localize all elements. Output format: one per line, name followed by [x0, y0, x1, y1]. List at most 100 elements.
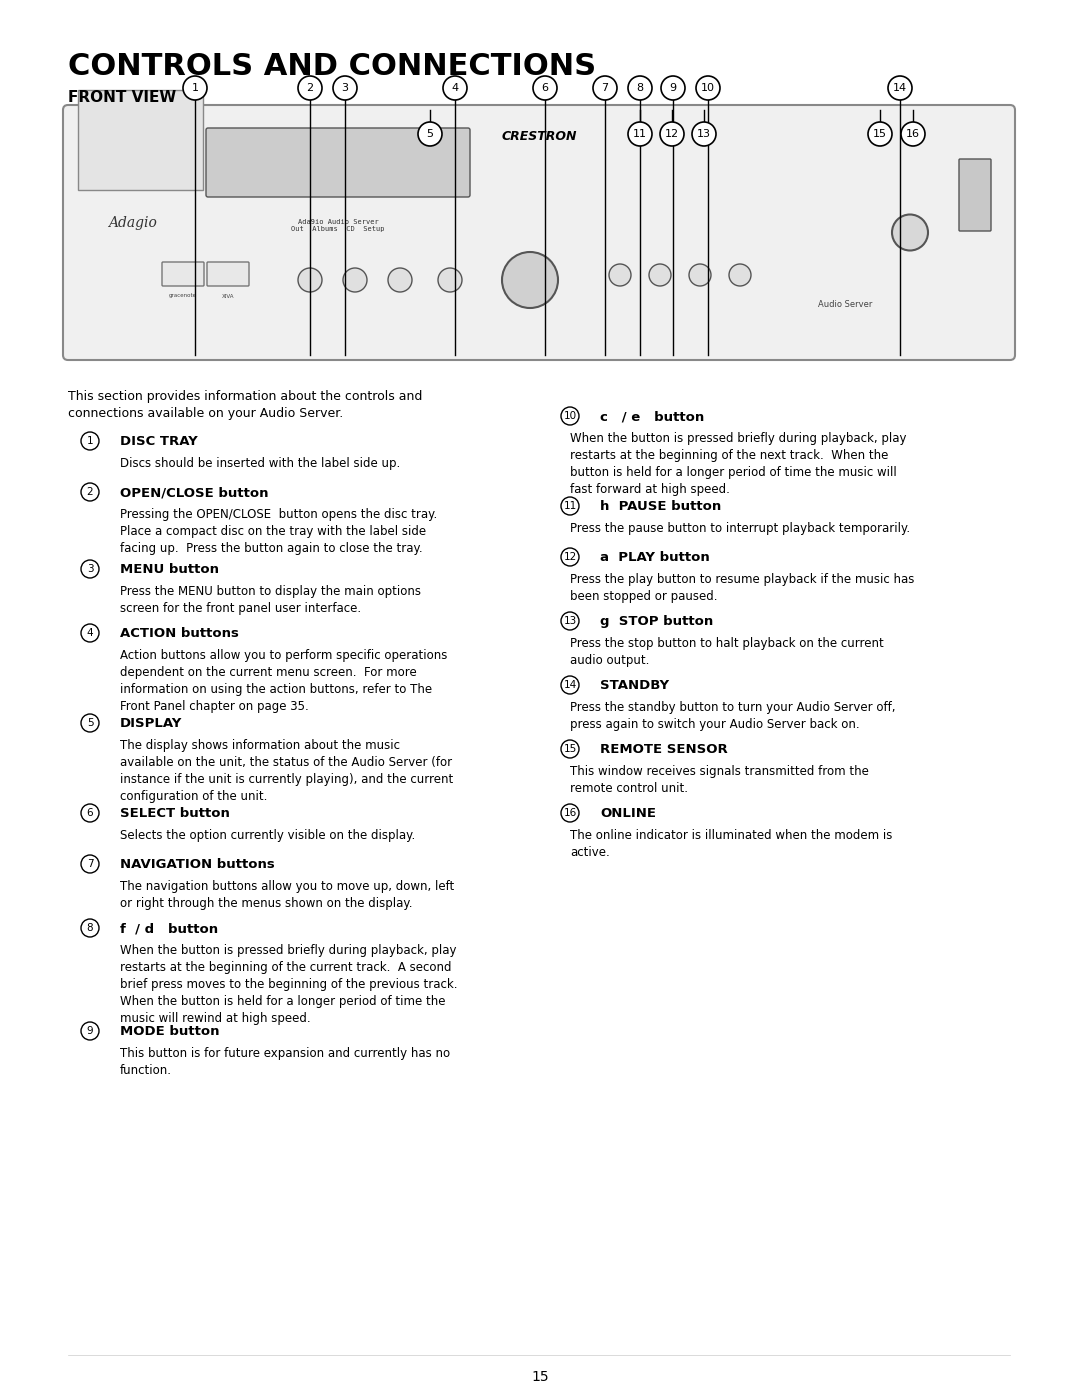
Circle shape: [593, 75, 617, 101]
Text: 13: 13: [564, 616, 577, 626]
Circle shape: [81, 919, 99, 937]
Text: 15: 15: [531, 1370, 549, 1384]
Circle shape: [81, 855, 99, 873]
Text: 14: 14: [564, 680, 577, 690]
Text: 10: 10: [564, 411, 577, 420]
FancyBboxPatch shape: [162, 263, 204, 286]
Text: g  STOP button: g STOP button: [600, 615, 713, 629]
Text: 9: 9: [86, 1025, 93, 1037]
Text: 11: 11: [564, 502, 577, 511]
Text: 12: 12: [564, 552, 577, 562]
Text: 4: 4: [451, 82, 459, 94]
Text: c   / e   button: c / e button: [600, 409, 704, 423]
Text: DISC TRAY: DISC TRAY: [120, 434, 198, 448]
Text: 10: 10: [701, 82, 715, 94]
Text: f  / d   button: f / d button: [120, 922, 218, 935]
Text: 12: 12: [665, 129, 679, 138]
Circle shape: [81, 432, 99, 450]
Text: 15: 15: [564, 745, 577, 754]
Circle shape: [561, 548, 579, 566]
Circle shape: [81, 483, 99, 502]
Circle shape: [901, 122, 924, 147]
Text: 16: 16: [564, 807, 577, 819]
Circle shape: [438, 268, 462, 292]
Text: gracenote: gracenote: [168, 293, 197, 299]
Text: NAVIGATION buttons: NAVIGATION buttons: [120, 858, 274, 870]
Circle shape: [298, 268, 322, 292]
Circle shape: [81, 1023, 99, 1039]
Text: 6: 6: [86, 807, 93, 819]
Text: STANDBY: STANDBY: [600, 679, 670, 692]
Circle shape: [81, 624, 99, 643]
Text: The online indicator is illuminated when the modem is
active.: The online indicator is illuminated when…: [570, 828, 892, 859]
Text: The navigation buttons allow you to move up, down, left
or right through the men: The navigation buttons allow you to move…: [120, 880, 455, 909]
Text: Ada9io Audio Server
Out  Albums  CD  Setup: Ada9io Audio Server Out Albums CD Setup: [292, 218, 384, 232]
Text: 13: 13: [697, 129, 711, 138]
Text: 2: 2: [307, 82, 313, 94]
Text: MENU button: MENU button: [120, 563, 219, 576]
Circle shape: [561, 612, 579, 630]
Text: a  PLAY button: a PLAY button: [600, 550, 710, 564]
Circle shape: [561, 497, 579, 515]
Circle shape: [81, 560, 99, 578]
Text: 9: 9: [670, 82, 676, 94]
FancyBboxPatch shape: [206, 129, 470, 197]
Text: 1: 1: [86, 436, 93, 446]
Circle shape: [298, 75, 322, 101]
Circle shape: [661, 75, 685, 101]
FancyBboxPatch shape: [207, 263, 249, 286]
Text: 16: 16: [906, 129, 920, 138]
Circle shape: [81, 805, 99, 821]
Circle shape: [888, 75, 912, 101]
Circle shape: [561, 740, 579, 759]
FancyBboxPatch shape: [78, 89, 203, 190]
Text: 2: 2: [86, 488, 93, 497]
Text: 3: 3: [341, 82, 349, 94]
Text: ACTION buttons: ACTION buttons: [120, 627, 239, 640]
Text: This section provides information about the controls and
connections available o: This section provides information about …: [68, 390, 422, 420]
Circle shape: [689, 264, 711, 286]
Text: 14: 14: [893, 82, 907, 94]
Text: When the button is pressed briefly during playback, play
restarts at the beginni: When the button is pressed briefly durin…: [570, 432, 906, 496]
Text: 4: 4: [86, 629, 93, 638]
Text: 6: 6: [541, 82, 549, 94]
Text: 15: 15: [873, 129, 887, 138]
Text: 5: 5: [86, 718, 93, 728]
Circle shape: [502, 251, 558, 307]
Circle shape: [343, 268, 367, 292]
Text: 8: 8: [636, 82, 644, 94]
Circle shape: [892, 215, 928, 250]
Text: DISPLAY: DISPLAY: [120, 717, 183, 731]
Text: This button is for future expansion and currently has no
function.: This button is for future expansion and …: [120, 1046, 450, 1077]
Circle shape: [81, 714, 99, 732]
FancyBboxPatch shape: [959, 159, 991, 231]
Text: 3: 3: [86, 564, 93, 574]
Text: 8: 8: [86, 923, 93, 933]
Text: MODE button: MODE button: [120, 1025, 219, 1038]
Text: Press the play button to resume playback if the music has
been stopped or paused: Press the play button to resume playback…: [570, 573, 915, 604]
Circle shape: [561, 407, 579, 425]
Text: Press the stop button to halt playback on the current
audio output.: Press the stop button to halt playback o…: [570, 637, 883, 666]
Text: Press the pause button to interrupt playback temporarily.: Press the pause button to interrupt play…: [570, 522, 910, 535]
Circle shape: [649, 264, 671, 286]
Circle shape: [627, 122, 652, 147]
Circle shape: [729, 264, 751, 286]
Text: Press the MENU button to display the main options
screen for the front panel use: Press the MENU button to display the mai…: [120, 585, 421, 615]
Text: Audio Server: Audio Server: [818, 300, 873, 309]
Circle shape: [660, 122, 684, 147]
Circle shape: [333, 75, 357, 101]
Text: CRESTRON: CRESTRON: [501, 130, 577, 142]
Text: The display shows information about the music
available on the unit, the status : The display shows information about the …: [120, 739, 454, 803]
Text: 1: 1: [191, 82, 199, 94]
Text: CONTROLS AND CONNECTIONS: CONTROLS AND CONNECTIONS: [68, 52, 596, 81]
Circle shape: [868, 122, 892, 147]
Text: 5: 5: [427, 129, 433, 138]
Circle shape: [627, 75, 652, 101]
Text: Action buttons allow you to perform specific operations
dependent on the current: Action buttons allow you to perform spec…: [120, 650, 447, 712]
Circle shape: [388, 268, 411, 292]
Circle shape: [692, 122, 716, 147]
FancyBboxPatch shape: [63, 105, 1015, 360]
Text: Pressing the OPEN/CLOSE  button opens the disc tray.
Place a compact disc on the: Pressing the OPEN/CLOSE button opens the…: [120, 509, 437, 555]
Text: When the button is pressed briefly during playback, play
restarts at the beginni: When the button is pressed briefly durin…: [120, 944, 458, 1025]
Text: REMOTE SENSOR: REMOTE SENSOR: [600, 743, 728, 756]
